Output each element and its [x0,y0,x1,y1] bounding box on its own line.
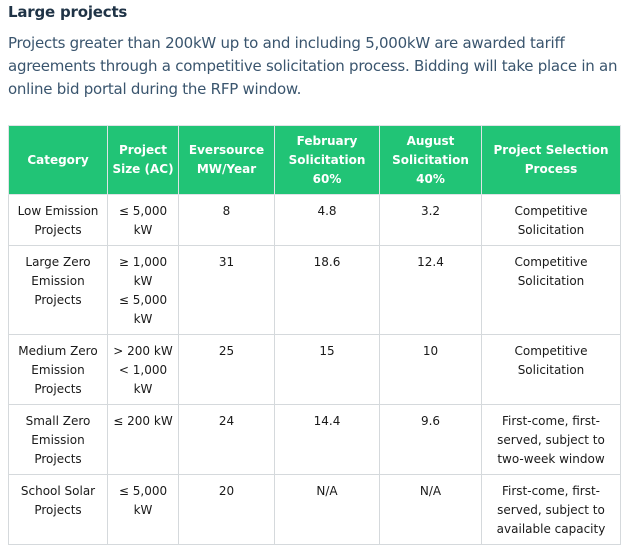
cell-mw-year: 24 [178,404,275,475]
size-value: ≤ 5,000 kW [118,484,168,517]
cell-february: 4.8 [274,194,380,246]
cell-project-size: ≤ 5,000 kW [107,474,179,545]
cell-august: N/A [379,474,482,545]
cell-category: Low Emission Projects [8,194,108,246]
cell-process: First-come, first-served, subject to ava… [481,474,621,545]
header-selection-process: Project Selection Process [481,125,621,195]
table-row: Low Emission Projects ≤ 5,000 kW 8 4.8 3… [8,194,621,246]
cell-project-size: ≤ 200 kW [107,404,179,475]
size-value: ≤ 200 kW [113,414,173,428]
cell-august: 9.6 [379,404,482,475]
cell-process: First-come, first-served, subject to two… [481,404,621,475]
table-row: School Solar Projects ≤ 5,000 kW 20 N/A … [8,474,621,545]
table-row: Medium Zero Emission Projects > 200 kW <… [8,334,621,405]
project-table: Category Project Size (AC) Eversource MW… [8,125,621,545]
header-february-solicitation: February Solicitation 60% [274,125,380,195]
cell-mw-year: 31 [178,245,275,335]
size-value: ≤ 5,000 kW [118,204,168,237]
size-value: < 1,000 kW [118,363,168,396]
cell-process: Competitive Solicitation [481,194,621,246]
cell-august: 10 [379,334,482,405]
cell-august: 12.4 [379,245,482,335]
cell-project-size: ≤ 5,000 kW [107,194,179,246]
cell-category: Small Zero Emission Projects [8,404,108,475]
size-value: > 200 kW [113,344,173,358]
table-header-row: Category Project Size (AC) Eversource MW… [8,125,621,195]
cell-category: Large Zero Emission Projects [8,245,108,335]
cell-february: 15 [274,334,380,405]
header-project-size: Project Size (AC) [107,125,179,195]
cell-february: 14.4 [274,404,380,475]
cell-mw-year: 25 [178,334,275,405]
cell-february: 18.6 [274,245,380,335]
section-title: Large projects [8,3,128,21]
cell-project-size: ≥ 1,000 kW ≤ 5,000 kW [107,245,179,335]
cell-project-size: > 200 kW < 1,000 kW [107,334,179,405]
table-row: Small Zero Emission Projects ≤ 200 kW 24… [8,404,621,475]
header-eversource-mw-year: Eversource MW/Year [178,125,275,195]
cell-august: 3.2 [379,194,482,246]
cell-february: N/A [274,474,380,545]
intro-paragraph: Projects greater than 200kW up to and in… [8,34,618,98]
cell-category: Medium Zero Emission Projects [8,334,108,405]
cell-mw-year: 8 [178,194,275,246]
header-category: Category [8,125,108,195]
cell-category: School Solar Projects [8,474,108,545]
size-value: ≥ 1,000 kW [118,255,168,288]
header-august-solicitation: August Solicitation 40% [379,125,482,195]
table-row: Large Zero Emission Projects ≥ 1,000 kW … [8,245,621,335]
cell-process: Competitive Solicitation [481,334,621,405]
cell-mw-year: 20 [178,474,275,545]
cell-process: Competitive Solicitation [481,245,621,335]
size-value: ≤ 5,000 kW [118,293,168,326]
